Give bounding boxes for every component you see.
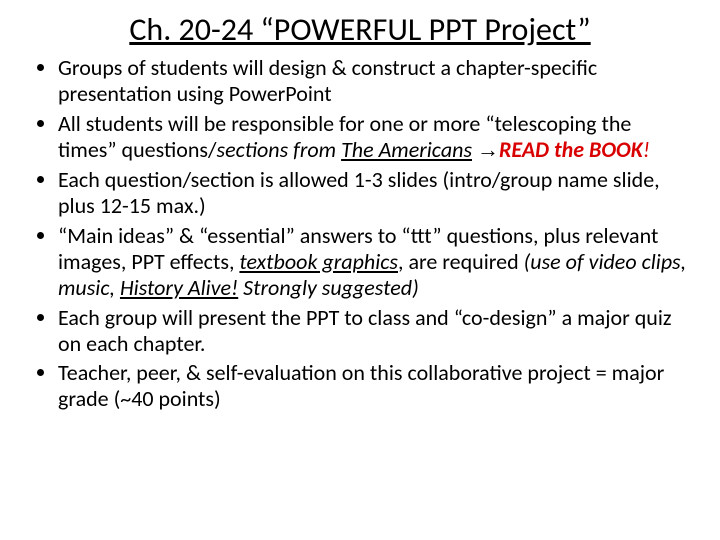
bullet-5: Each group will present the PPT to class… bbox=[58, 305, 690, 357]
bullet-4-text-c: , are required bbox=[398, 248, 524, 275]
bullet-3-text: Each question/section is allowed 1-3 sli… bbox=[58, 166, 660, 219]
slide: Ch. 20-24 “POWERFUL PPT Project” Groups … bbox=[0, 0, 720, 540]
bullet-5-text: Each group will present the PPT to class… bbox=[58, 304, 672, 357]
slide-title: Ch. 20-24 “POWERFUL PPT Project” bbox=[30, 10, 690, 49]
bullet-2-text-b: sections from bbox=[217, 136, 342, 163]
bullet-1: Groups of students will design & constru… bbox=[58, 55, 690, 107]
bullet-6-text: Teacher, peer, & self-evaluation on this… bbox=[58, 359, 664, 412]
bullet-2: All students will be responsible for one… bbox=[58, 111, 690, 163]
bullet-3: Each question/section is allowed 1-3 sli… bbox=[58, 167, 690, 219]
bullet-2-text-c: The Americans bbox=[341, 136, 472, 163]
bullet-4: “Main ideas” & “essential” answers to “t… bbox=[58, 223, 690, 301]
bullet-6: Teacher, peer, & self-evaluation on this… bbox=[58, 360, 690, 412]
bullet-2-read: READ the BOOK bbox=[499, 136, 643, 163]
arrow-icon: → bbox=[477, 137, 499, 162]
bullet-1-text: Groups of students will design & constru… bbox=[58, 54, 597, 107]
bullet-2-excl: ! bbox=[643, 136, 650, 163]
bullet-4-text-e: History Alive! bbox=[120, 274, 238, 301]
bullet-list: Groups of students will design & constru… bbox=[30, 55, 690, 412]
bullet-4-text-f: Strongly suggested) bbox=[238, 274, 419, 301]
bullet-4-text-b: textbook graphics bbox=[239, 248, 398, 275]
